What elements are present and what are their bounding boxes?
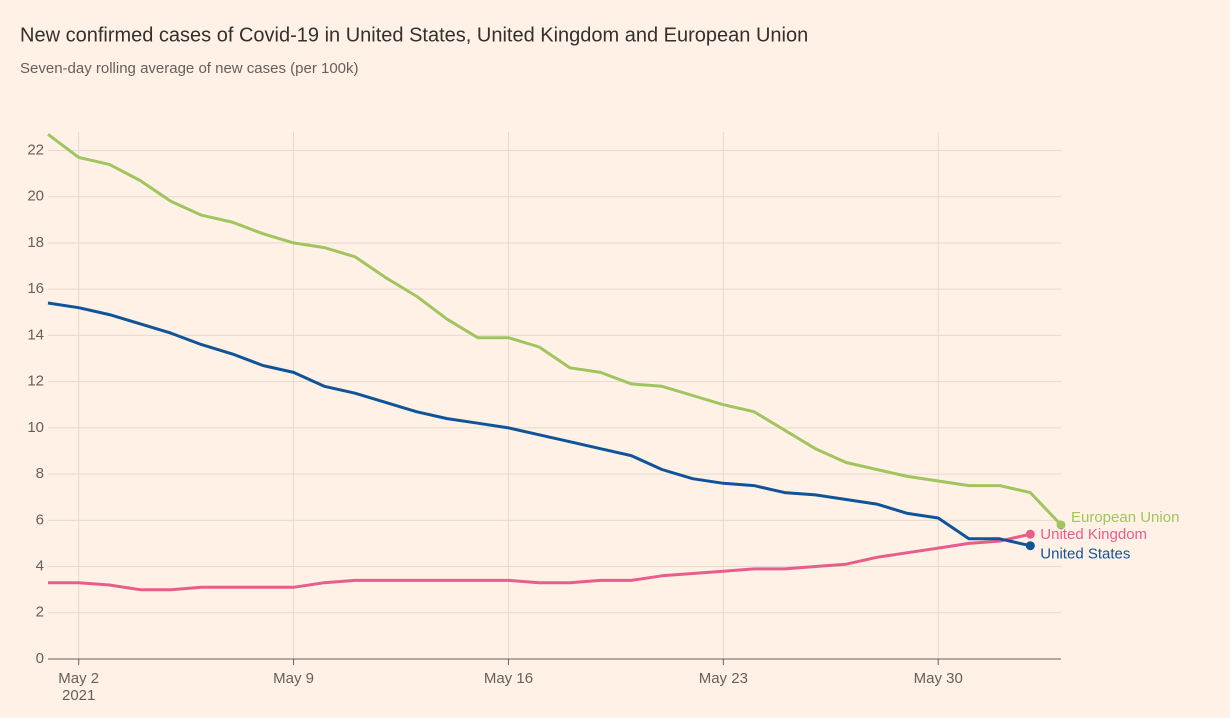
y-tick-label: 14: [27, 326, 44, 343]
series-label: United Kingdom: [1040, 526, 1147, 543]
series-label: United States: [1040, 546, 1130, 563]
y-tick-label: 2: [36, 604, 44, 621]
series-line: [48, 532, 1031, 592]
chart-title: New confirmed cases of Covid-19 in Unite…: [20, 24, 808, 46]
y-tick-label: 20: [27, 188, 44, 205]
x-year-label: 2021: [62, 687, 95, 704]
x-tick-label: May 23: [699, 670, 748, 687]
y-tick-label: 0: [36, 650, 44, 667]
y-tick-label: 8: [36, 465, 44, 482]
end-dot: [1025, 529, 1035, 539]
y-tick-label: 12: [27, 373, 44, 390]
y-tick-label: 6: [36, 511, 44, 528]
x-tick-label: May 2: [58, 670, 99, 687]
y-tick-label: 4: [36, 558, 44, 575]
series-line: [47, 301, 1031, 548]
end-dot: [1056, 520, 1066, 530]
y-tick-label: 18: [27, 234, 44, 251]
y-tick-label: 10: [27, 419, 44, 436]
x-tick-label: May 30: [914, 670, 963, 687]
x-tick-label: May 9: [273, 670, 314, 687]
x-tick-label: May 16: [484, 670, 533, 687]
series-line: [47, 133, 1063, 526]
y-tick-label: 16: [27, 280, 44, 297]
y-tick-label: 22: [27, 141, 44, 158]
series-label: European Union: [1071, 509, 1179, 526]
end-dot: [1025, 541, 1035, 551]
chart-subtitle: Seven-day rolling average of new cases (…: [20, 60, 359, 77]
